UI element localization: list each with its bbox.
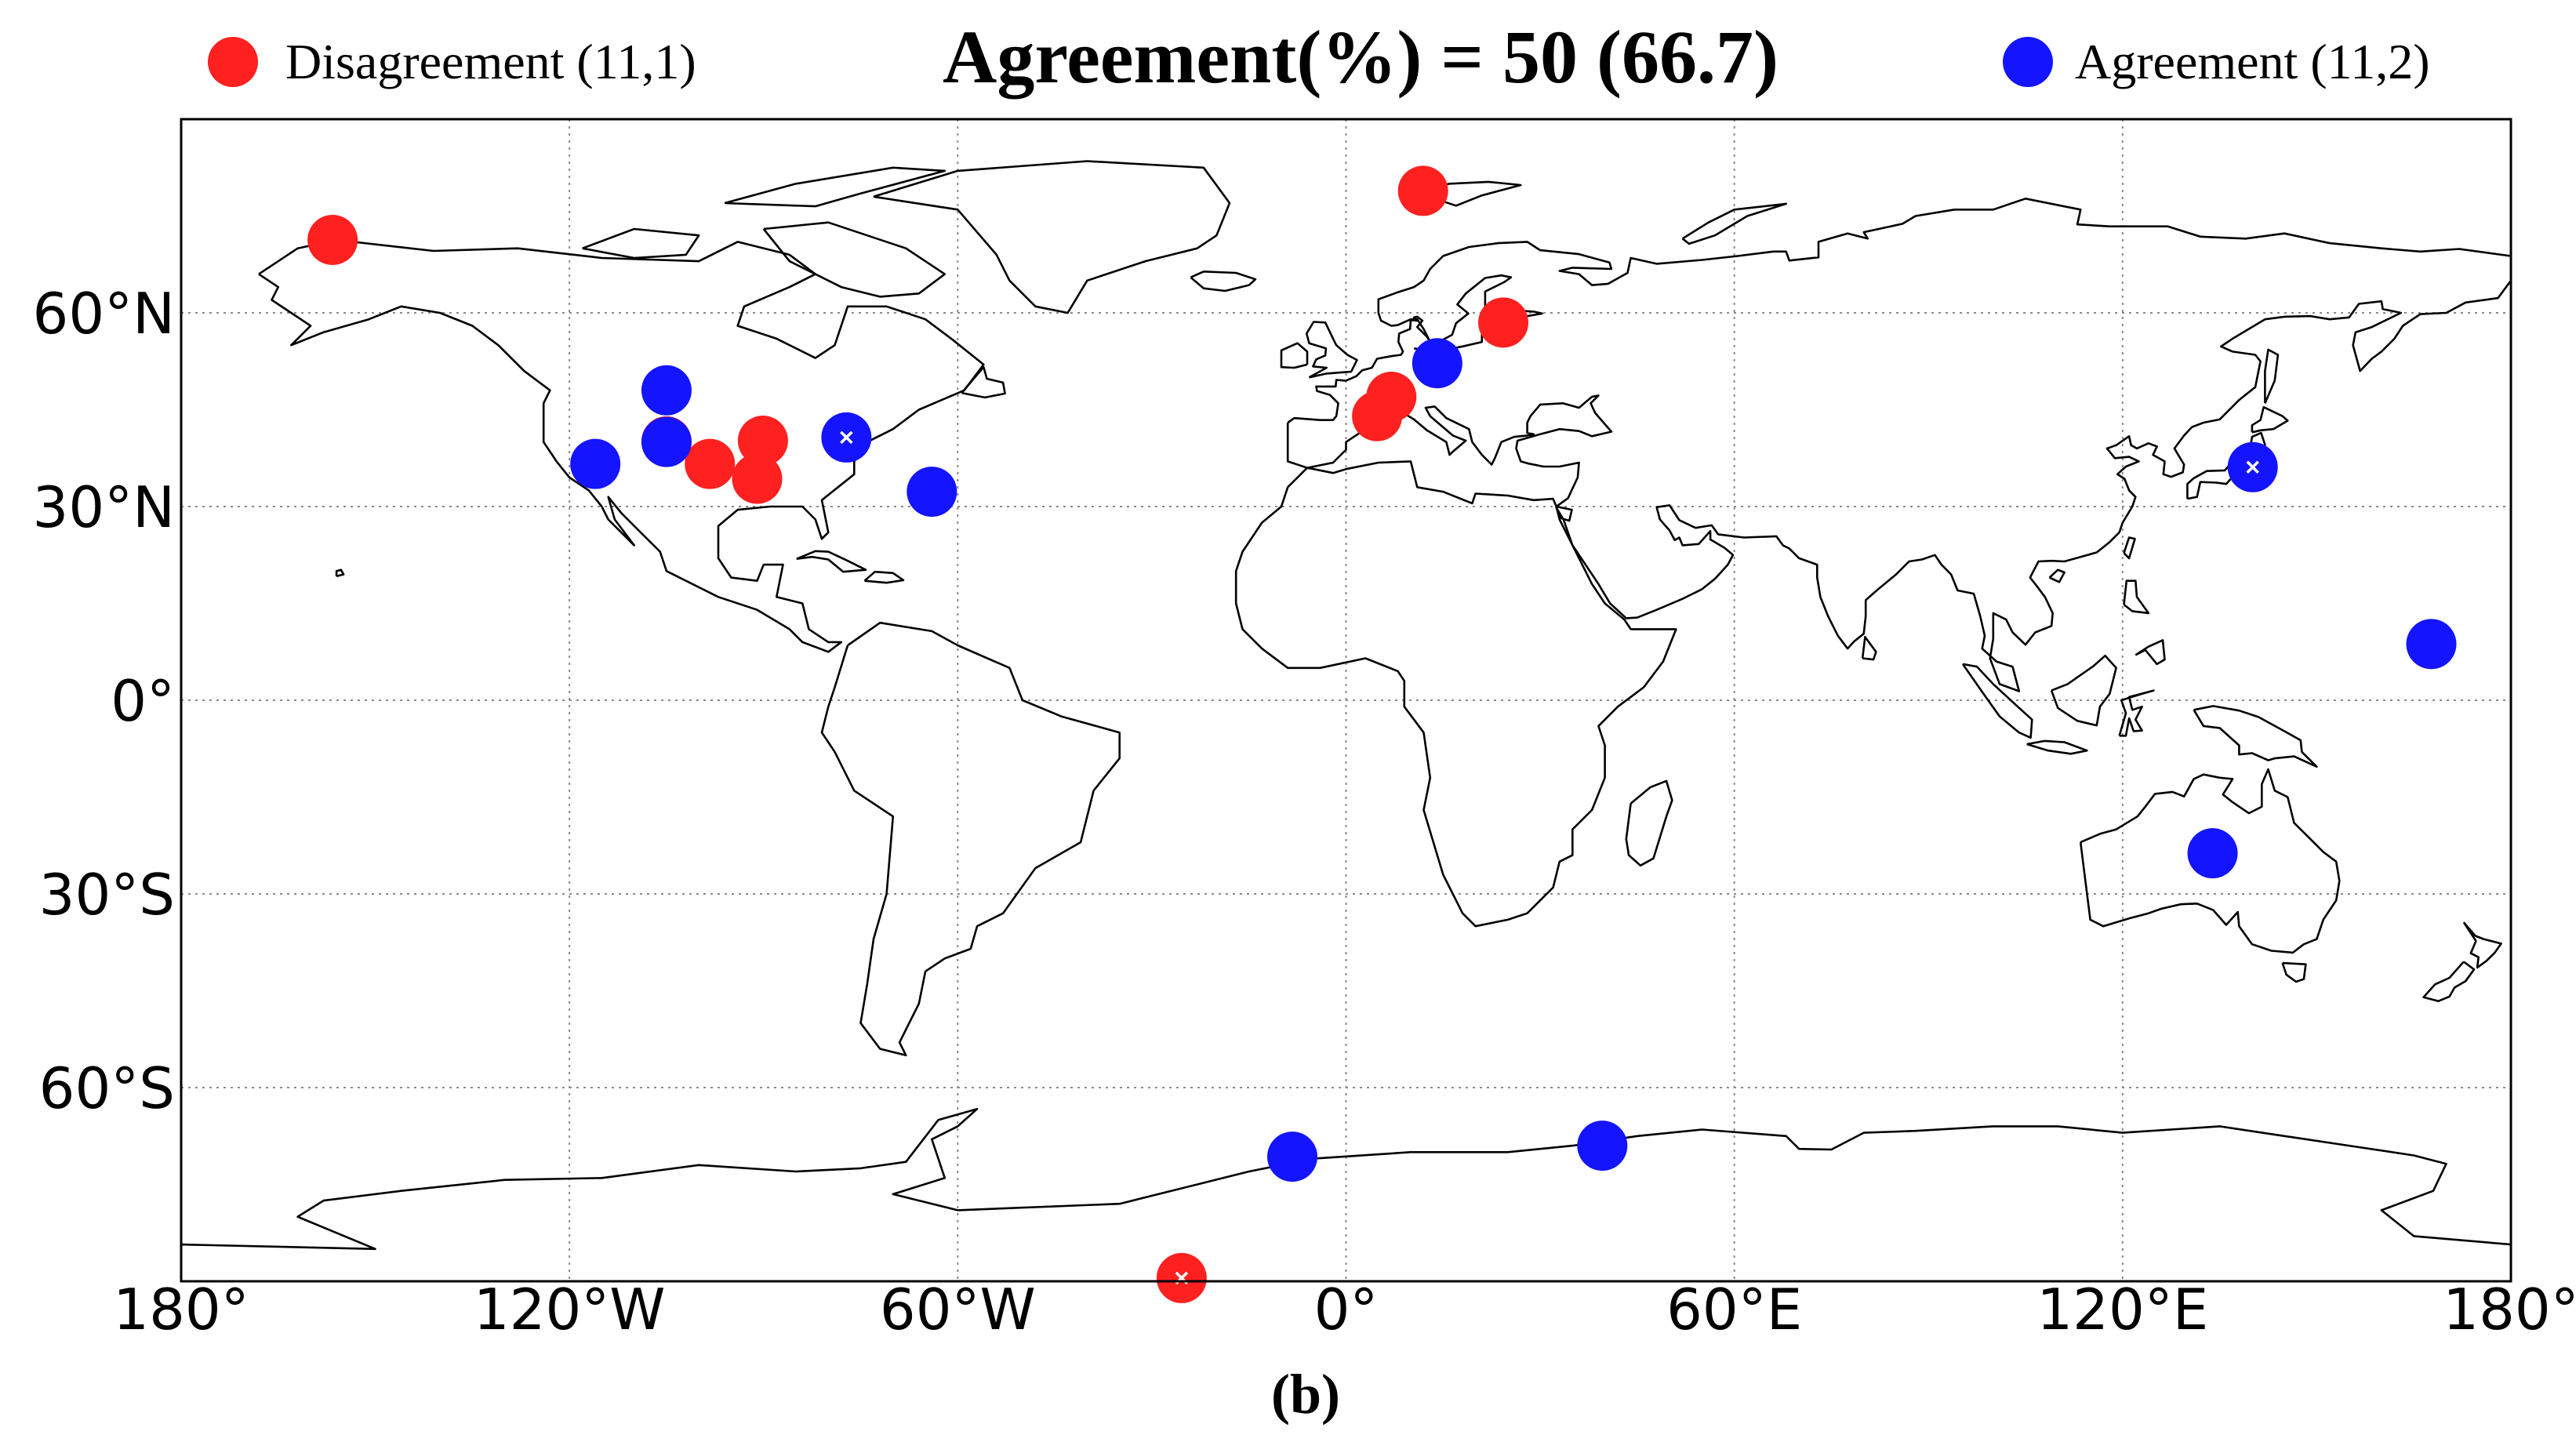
disagreement-site-marker — [307, 214, 358, 265]
japan-coast — [2186, 431, 2266, 500]
latitude-tick-label: 30°S — [39, 862, 175, 928]
australia-coast — [2079, 768, 2341, 954]
site-x-mark — [840, 430, 853, 445]
sri-lanka-coast — [1861, 636, 1877, 661]
legend-disagreement-marker — [208, 37, 258, 87]
longitude-tick-label: 0° — [1314, 1277, 1379, 1342]
agreement-site-marker — [1577, 1121, 1628, 1171]
borneo-coast — [2050, 654, 2117, 727]
agreement-site-marker — [907, 467, 957, 518]
figure-caption: (b) — [1271, 1363, 1340, 1426]
agreement-site-marker — [2406, 619, 2457, 670]
sakhalin-coast — [2264, 348, 2280, 404]
agreement-site-marker — [570, 438, 621, 489]
agreement-site-marker — [1267, 1132, 1318, 1182]
newfoundland-coast — [961, 365, 1006, 399]
latitude-tick-label: 60°S — [39, 1055, 175, 1121]
ireland-coast — [1280, 342, 1309, 369]
novaya-zemlya-coast — [1681, 202, 1787, 245]
agreement-site-marker — [641, 365, 692, 416]
gridlines — [181, 119, 2511, 1281]
north-america-coast — [258, 238, 985, 653]
longitude-tick-label: 180° — [113, 1277, 249, 1342]
latitude-tick-label: 30°N — [33, 474, 175, 540]
legend-disagreement-label: Disagreement (11,1) — [285, 34, 696, 89]
greenland-coast — [873, 160, 1231, 314]
madagascar-coast — [1625, 779, 1673, 867]
sulawesi-coast — [2118, 689, 2155, 737]
legend-agreement-marker — [2003, 37, 2053, 87]
tasmania-coast — [2281, 961, 2307, 983]
new-guinea-coast — [2193, 705, 2318, 768]
baffin-island-coast — [762, 221, 946, 298]
longitude-tick-label: 120°W — [474, 1277, 666, 1342]
chart-title: Agreement(%) = 50 (66.7) — [943, 15, 1778, 99]
map-frame — [180, 118, 2512, 1283]
new-zealand-south-coast — [2422, 961, 2476, 1002]
java-coast — [2026, 739, 2088, 755]
hokkaido-coast — [2251, 405, 2289, 434]
latitude-tick-labels: 60°N 30°N 0° 30°S 60°S — [33, 281, 175, 1121]
victoria-island-coast — [582, 227, 700, 260]
hispaniola-coast — [863, 570, 905, 584]
eurasia-arctic-coast — [1287, 198, 2512, 424]
britain-coast — [1305, 321, 1358, 379]
south-america-coast — [820, 621, 1121, 1057]
agreement-site-marker — [1412, 338, 1462, 389]
disagreement-site-marker — [1352, 390, 1403, 441]
hainan-coast — [2048, 568, 2066, 583]
iceland-coast — [1190, 271, 1257, 292]
agreement-site-marker — [641, 416, 692, 467]
disagreement-site-marker — [737, 416, 788, 467]
ellesmere-island-coast — [724, 166, 946, 208]
new-zealand-north-coast — [2462, 921, 2502, 969]
map-panel — [180, 118, 2512, 1303]
longitude-tick-label: 60°E — [1666, 1277, 1802, 1342]
latitude-tick-label: 0° — [111, 668, 175, 734]
longitude-tick-label: 180° — [2443, 1277, 2576, 1342]
longitude-tick-label: 120°E — [2036, 1277, 2208, 1342]
legend-header: Disagreement (11,1) Agreement(%) = 50 (6… — [208, 15, 2430, 99]
taiwan-coast — [2123, 536, 2136, 560]
sumatra-coast — [1961, 663, 2033, 739]
philippines-mindanao-coast — [2135, 639, 2166, 666]
cuba-coast — [796, 550, 867, 573]
latitude-tick-label: 60°N — [33, 281, 175, 347]
svalbard-coast — [1416, 180, 1522, 207]
legend-agreement-label: Agreement (11,2) — [2075, 34, 2430, 89]
site-x-mark — [2246, 460, 2259, 474]
disagreement-site-marker — [1397, 165, 1448, 216]
disagreement-site-marker — [1478, 297, 1529, 348]
longitude-tick-label: 60°W — [880, 1277, 1036, 1342]
philippines-luzon-coast — [2123, 579, 2150, 615]
coastlines — [180, 160, 2512, 1251]
disagreement-site-marker — [732, 453, 783, 504]
disagreement-site-marker — [685, 438, 736, 489]
hawaii-coast — [335, 568, 345, 578]
antarctica-coast — [180, 1107, 2512, 1251]
site-markers — [307, 165, 2457, 1303]
agreement-site-marker — [2187, 828, 2238, 879]
longitude-tick-labels: 180° 120°W 60°W 0° 60°E 120°E 180° — [113, 1277, 2576, 1342]
eurasia-africa-coast — [1234, 280, 2512, 928]
